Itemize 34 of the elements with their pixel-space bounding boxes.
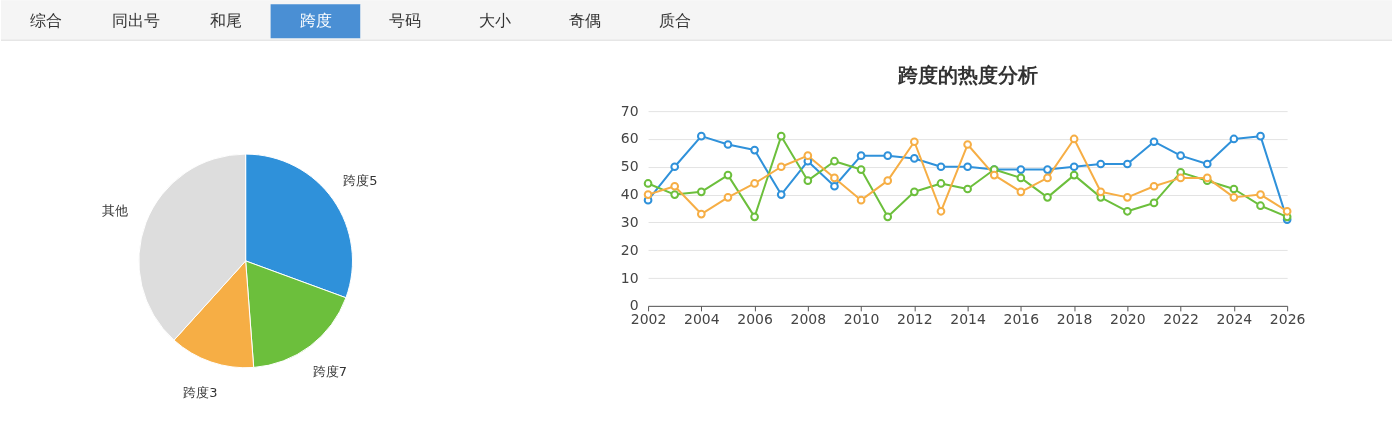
slice-label: 跨度3	[183, 385, 218, 401]
x-tick-label: 2008	[790, 311, 827, 328]
x-tick-label: 2004	[684, 311, 720, 328]
y-tick-label: 60	[620, 130, 639, 147]
y-tick-label: 0	[629, 297, 639, 314]
y-tick-label: 70	[620, 102, 639, 119]
x-tick-label: 2010	[843, 311, 880, 328]
slice-label: 其他	[102, 202, 129, 218]
category-label: 和尾	[209, 11, 242, 31]
x-tick-label: 2020	[1110, 311, 1146, 328]
x-tick-label: 2024	[1216, 311, 1253, 328]
category-label: 号码	[389, 11, 422, 31]
chart-title: 跨度的热度分析	[896, 63, 1038, 88]
slice-label: 跨度5	[343, 172, 378, 188]
category-label: 跨度	[299, 11, 332, 31]
y-tick-label: 50	[620, 158, 639, 175]
x-tick-label: 2002	[630, 311, 667, 328]
slice-label: 跨度7	[312, 364, 348, 380]
x-tick-label: 2006	[737, 311, 773, 328]
x-tick-label: 2014	[950, 311, 986, 328]
x-tick-label: 2026	[1269, 311, 1306, 328]
category-label: 综合	[29, 11, 62, 31]
category-label: 大小	[479, 11, 512, 31]
x-tick-label: 2016	[1003, 311, 1040, 328]
x-tick-label: 2022	[1163, 311, 1199, 328]
y-tick-label: 40	[620, 186, 639, 203]
category-label: 奇偶	[569, 11, 602, 31]
category-label: 同出号	[111, 11, 160, 31]
x-tick-label: 2012	[897, 311, 933, 328]
y-tick-label: 30	[620, 213, 639, 230]
y-tick-label: 10	[620, 269, 639, 286]
category-label: 质合	[659, 11, 692, 31]
x-tick-label: 2018	[1056, 311, 1093, 328]
y-tick-label: 20	[620, 241, 639, 258]
